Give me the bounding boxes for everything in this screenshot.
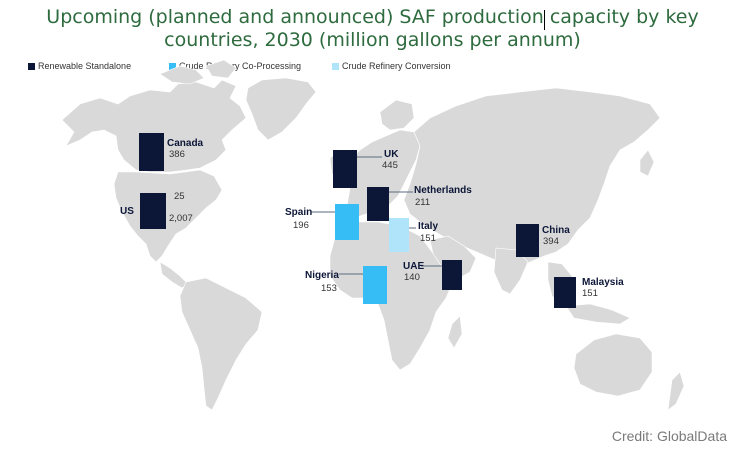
legend-swatch-co-processing xyxy=(169,62,176,70)
value-label-china: 394 xyxy=(543,236,559,247)
bars xyxy=(139,133,576,308)
chart-title-line-2: countries, 2030 (million gallons per ann… xyxy=(164,29,581,51)
country-label-spain: Spain xyxy=(285,207,312,218)
chart-title-line-1: Upcoming (planned and announced) SAF pro… xyxy=(46,6,699,28)
legend-swatch-conversion xyxy=(332,62,339,70)
legend-item-renewable-standalone: Renewable Standalone xyxy=(28,61,131,71)
legend-label: Crude Refinery Co-Processing xyxy=(179,61,302,71)
value-label-nigeria: 153 xyxy=(321,283,337,294)
bar-china xyxy=(516,224,539,257)
text-cursor xyxy=(544,10,545,30)
legend-swatch-renewable xyxy=(28,62,35,70)
land-north-america-north xyxy=(61,79,247,173)
land-japan xyxy=(639,149,655,177)
country-label-uk: UK xyxy=(384,149,399,160)
bar-nigeria xyxy=(363,266,387,304)
legend-item-conversion: Crude Refinery Conversion xyxy=(332,61,451,71)
land-greenland xyxy=(245,77,317,141)
legend-label: Crude Refinery Conversion xyxy=(342,61,451,71)
land-arctic-islands xyxy=(159,65,205,85)
land-new-zealand xyxy=(667,371,685,411)
land-central-america xyxy=(159,261,189,289)
country-label-italy: Italy xyxy=(418,221,438,232)
land-madagascar xyxy=(447,315,463,349)
bar-spain xyxy=(335,204,359,240)
value-label-malaysia: 151 xyxy=(582,288,598,299)
bar-canada xyxy=(139,133,164,171)
value-label-uae: 140 xyxy=(404,272,420,283)
country-label-us: US xyxy=(120,206,134,217)
land-south-america xyxy=(179,277,263,411)
land-africa xyxy=(329,221,453,371)
land-indonesia xyxy=(565,303,631,325)
legend-label: Renewable Standalone xyxy=(38,61,132,71)
land-australia xyxy=(573,333,653,397)
country-label-malaysia: Malaysia xyxy=(582,277,624,288)
country-label-nigeria: Nigeria xyxy=(305,270,339,281)
bar-us xyxy=(140,193,166,229)
value-label-us: 2,007 xyxy=(169,213,193,224)
bar-italy xyxy=(389,218,409,252)
land-asia xyxy=(403,87,661,269)
country-label-canada: Canada xyxy=(167,138,204,149)
bar-malaysia xyxy=(554,277,576,308)
bar-netherlands xyxy=(367,187,389,221)
country-label-china: China xyxy=(542,225,570,236)
value-label-spain: 196 xyxy=(293,220,309,231)
country-label-netherlands: Netherlands xyxy=(414,185,472,196)
bar-uk xyxy=(333,150,357,188)
chart-title: Upcoming (planned and announced) SAF pro… xyxy=(0,6,745,52)
value-label-italy: 151 xyxy=(420,233,436,244)
value-label-uk: 445 xyxy=(382,160,398,171)
country-label-uae: UAE xyxy=(403,261,424,272)
bar-uae xyxy=(442,260,462,290)
land-masses xyxy=(61,59,685,411)
land-arctic-islands-2 xyxy=(205,59,237,79)
credit-text: Credit: GlobalData xyxy=(611,428,727,444)
leader-lines xyxy=(311,156,442,275)
legend-item-co-processing: Crude Refinery Co-Processing xyxy=(169,61,301,71)
value-label-netherlands: 211 xyxy=(415,197,430,208)
land-scandinavia xyxy=(379,99,415,131)
value-label-canada: 386 xyxy=(169,149,185,160)
extra-value-label-us: 25 xyxy=(174,191,185,202)
